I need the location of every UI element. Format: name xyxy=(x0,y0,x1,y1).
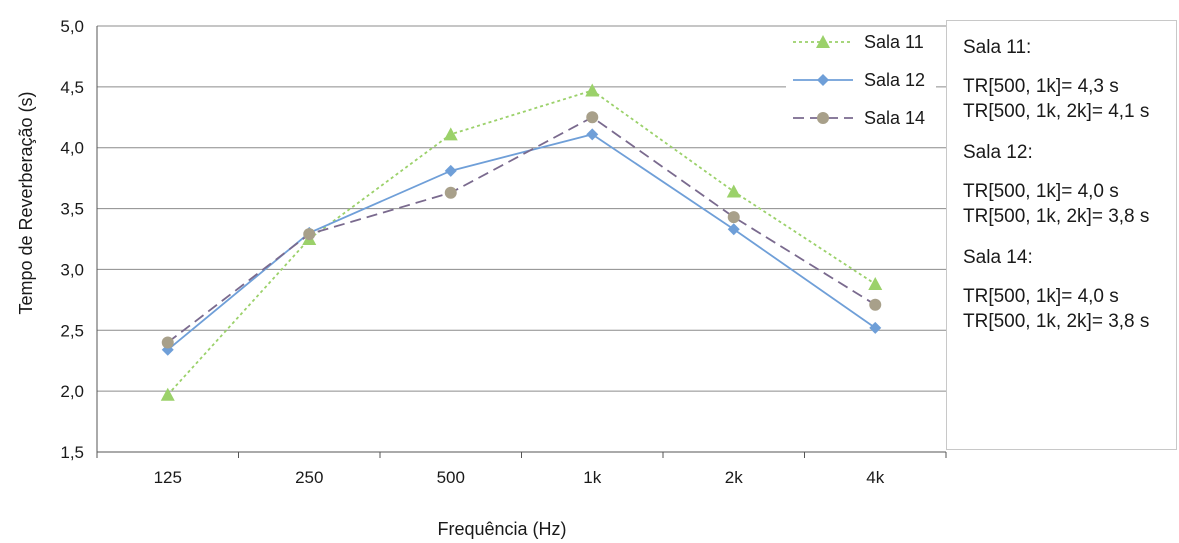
data-point xyxy=(586,128,599,141)
data-point xyxy=(868,277,883,291)
note-line: TR[500, 1k, 2k]= 4,1 s xyxy=(963,101,1150,122)
data-point xyxy=(585,83,600,97)
data-point xyxy=(586,111,599,124)
y-tick-label: 5,0 xyxy=(60,17,84,36)
y-tick-label: 4,5 xyxy=(60,78,84,97)
x-tick-label: 1k xyxy=(583,468,601,487)
data-point xyxy=(444,186,457,199)
note-line: TR[500, 1k, 2k]= 3,8 s xyxy=(963,311,1150,332)
series-layer xyxy=(160,83,883,401)
y-tick-label: 3,5 xyxy=(60,200,84,219)
x-tick-label: 125 xyxy=(154,468,182,487)
x-tick-label: 250 xyxy=(295,468,323,487)
note-sala-12: Sala 12: TR[500, 1k]= 4,0 s TR[500, 1k, … xyxy=(963,140,1176,229)
note-sala-14: Sala 14: TR[500, 1k]= 4,0 s TR[500, 1k, … xyxy=(963,245,1176,334)
legend: Sala 11 Sala 12 Sala 14 xyxy=(786,28,936,132)
legend-label: Sala 11 xyxy=(864,32,924,52)
note-line: TR[500, 1k]= 4,0 s xyxy=(963,181,1119,202)
series-line xyxy=(167,133,876,351)
legend-marker xyxy=(817,74,829,86)
data-point xyxy=(443,127,458,141)
note-line: TR[500, 1k]= 4,0 s xyxy=(963,286,1119,307)
y-axis-title: Tempo de Reverberação (s) xyxy=(16,91,36,314)
y-tick-label: 2,0 xyxy=(60,382,84,401)
data-point xyxy=(869,321,882,334)
y-tick-label: 3,0 xyxy=(60,260,84,279)
data-point xyxy=(160,387,175,401)
data-point xyxy=(869,298,882,311)
note-line: TR[500, 1k, 2k]= 3,8 s xyxy=(963,206,1150,227)
legend-label: Sala 12 xyxy=(864,70,925,90)
x-tick-label: 2k xyxy=(725,468,743,487)
data-point xyxy=(726,184,741,198)
legend-marker xyxy=(816,35,830,48)
series-line xyxy=(167,89,876,396)
data-point xyxy=(303,228,316,241)
x-axis-tick-labels: 125 250 500 1k 2k 4k xyxy=(96,452,947,487)
note-line: TR[500, 1k]= 4,3 s xyxy=(963,76,1119,97)
note-sala-11: Sala 11: TR[500, 1k]= 4,3 s TR[500, 1k, … xyxy=(963,35,1176,124)
data-point xyxy=(161,336,174,349)
y-tick-label: 2,5 xyxy=(60,321,84,340)
data-point xyxy=(727,211,740,224)
x-tick-label: 4k xyxy=(866,468,884,487)
series-3 xyxy=(161,111,882,349)
x-axis-title: Frequência (Hz) xyxy=(437,519,566,539)
y-axis-tick-labels: 1,5 2,0 2,5 3,0 3,5 4,0 4,5 5,0 xyxy=(60,17,84,462)
data-point xyxy=(444,164,457,177)
gridlines xyxy=(96,25,946,453)
y-tick-label: 1,5 xyxy=(60,443,84,462)
y-tick-label: 4,0 xyxy=(60,139,84,158)
legend-label: Sala 14 xyxy=(864,108,925,128)
note-title: Sala 14: xyxy=(963,247,1033,268)
note-title: Sala 12: xyxy=(963,142,1033,163)
reverberation-summary-box: Sala 11: TR[500, 1k]= 4,3 s TR[500, 1k, … xyxy=(946,20,1177,450)
note-title: Sala 11: xyxy=(963,37,1032,58)
x-tick-label: 500 xyxy=(437,468,465,487)
data-point xyxy=(727,223,740,236)
series-line xyxy=(167,116,876,344)
legend-marker xyxy=(817,112,829,124)
